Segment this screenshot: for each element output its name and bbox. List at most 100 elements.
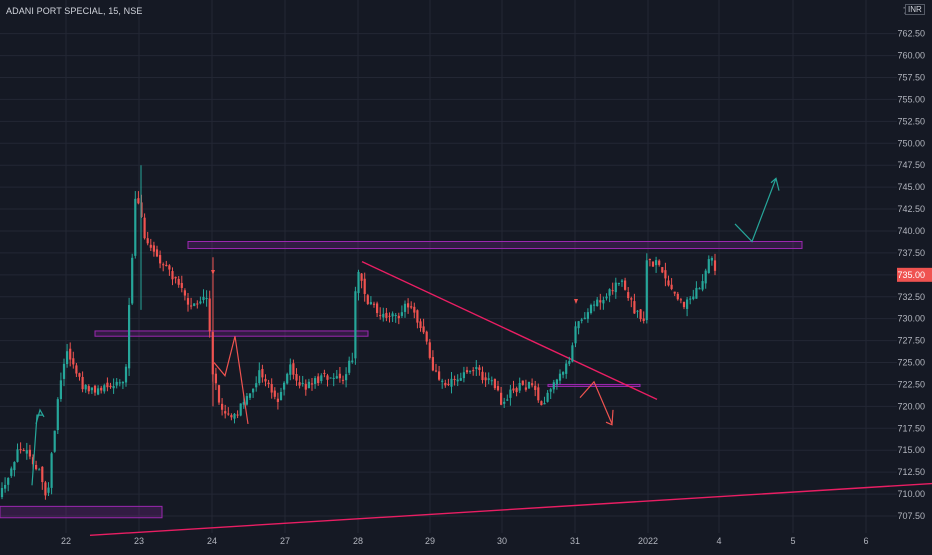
candle [180,282,183,288]
candle [301,382,304,384]
arrow-head [35,408,45,425]
signal-marker [574,299,578,304]
candle [676,293,679,300]
candle [397,315,400,319]
y-tick-label: 757.50 [897,73,925,83]
candle [462,372,465,379]
candle [500,392,503,405]
candle [75,365,78,374]
candle [453,378,456,380]
candle [493,379,496,389]
x-tick-label: 30 [497,536,507,546]
horizontal-zone [547,383,641,387]
candle [568,361,571,364]
candle [165,264,168,267]
candle [372,303,376,305]
candle [602,300,605,304]
currency-badge[interactable]: INR [905,4,925,15]
candle [531,383,534,386]
candle [56,399,59,430]
candle [639,309,642,320]
candle [152,245,155,252]
candle [341,379,345,381]
candle [41,466,44,483]
candle [636,310,639,312]
candle [434,370,438,372]
candle [574,326,577,344]
candle [62,363,66,379]
projection-arrow-up [31,414,43,486]
y-tick-label: 720.00 [897,401,925,411]
x-tick-label: 2022 [638,536,658,546]
candle [438,371,441,380]
candle [651,261,655,267]
candle [314,378,317,384]
trend-line [361,261,658,400]
candle [713,260,717,271]
candle [112,385,115,389]
x-tick-label: 31 [570,536,580,546]
candle [239,403,242,416]
candle [512,388,515,391]
signal-marker [211,270,215,275]
candle [403,303,407,312]
candle [580,319,583,321]
candle [611,290,614,292]
x-tick-label: 5 [790,536,795,546]
candle [661,267,664,273]
candle [596,299,599,307]
x-tick-label: 23 [134,536,144,546]
candle [540,401,543,406]
candle [385,312,388,318]
y-tick-label: 710.00 [897,489,925,499]
candle [701,281,704,290]
x-tick-label: 28 [353,536,363,546]
candle [388,315,391,317]
candle [555,379,558,385]
candle [292,363,295,375]
candle [394,314,397,317]
candle [72,358,75,365]
candle [177,278,180,285]
candle [577,321,580,329]
candle [93,385,97,393]
candle [221,403,224,410]
candle [13,462,16,471]
candle [28,449,31,457]
candle [490,380,493,382]
y-tick-label: 725.00 [897,358,925,368]
arrow-head [605,409,614,426]
candle [620,280,624,282]
y-tick-label: 715.00 [897,445,925,455]
candle [667,280,670,286]
candle [245,396,248,405]
candle [444,382,447,386]
candle [465,370,469,373]
candle [614,282,617,293]
candle [310,383,314,385]
candle [475,367,478,369]
candle [298,382,301,386]
candle [586,312,589,319]
candle [509,389,512,398]
candle [648,259,651,261]
candle [35,464,38,470]
candle [338,373,341,379]
candle [447,383,450,386]
candle [217,385,221,403]
candle [543,403,546,405]
candle [146,238,149,244]
candle [379,315,382,317]
candle [441,380,444,382]
y-tick-label: 740.00 [897,226,925,236]
candle [155,249,159,257]
candle [168,265,171,270]
candle [38,469,41,471]
candle [472,370,475,372]
candle [289,364,292,375]
candle [537,387,540,401]
candle [81,376,84,390]
candle [645,260,648,321]
